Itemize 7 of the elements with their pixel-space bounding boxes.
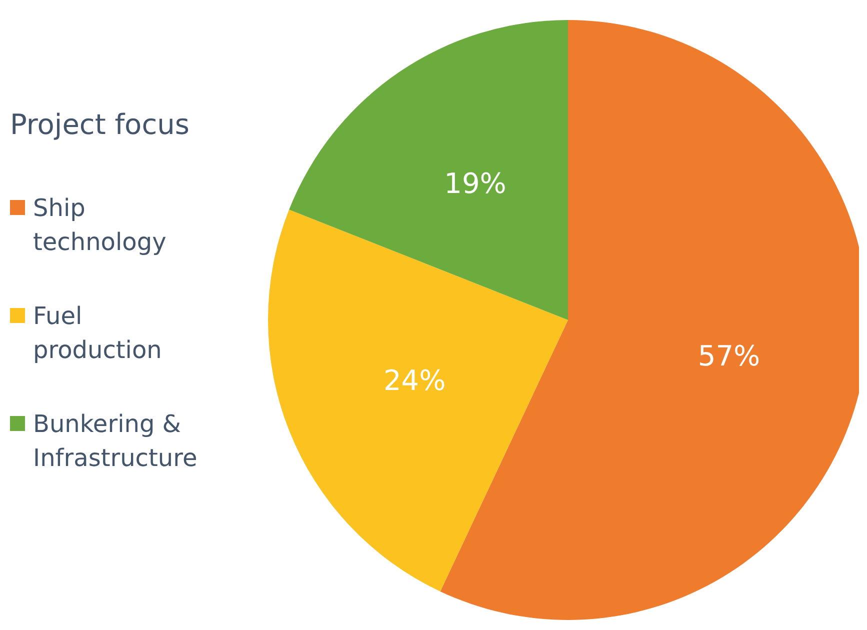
data-label: 24% — [383, 364, 446, 398]
legend-label: Ship technology — [33, 193, 168, 258]
legend-label: Fuel production — [33, 301, 163, 366]
legend-title: Project focus — [10, 108, 190, 141]
data-label: 57% — [698, 339, 760, 372]
data-label: 19% — [444, 167, 506, 200]
legend-label: Bunkering & Infrastructure — [33, 409, 198, 474]
